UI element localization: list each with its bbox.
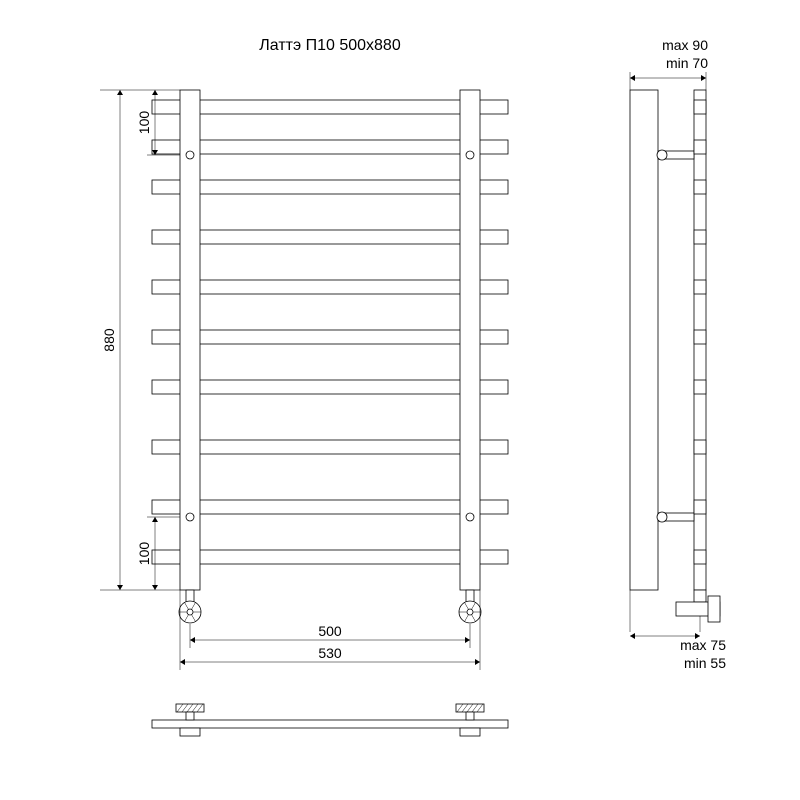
label-top-100: 100	[136, 111, 152, 135]
top-view	[152, 704, 508, 736]
page-title: Латтэ П10 500x880	[259, 37, 401, 54]
label-depth-max: max 90	[662, 37, 708, 53]
label-width-530: 530	[318, 645, 342, 661]
label-depth-min: min 70	[666, 55, 708, 71]
label-width-500: 500	[318, 623, 342, 639]
label-offset-min: min 55	[684, 655, 726, 671]
label-bottom-100: 100	[136, 542, 152, 566]
side-view	[630, 90, 720, 622]
front-view	[152, 90, 508, 623]
label-height-880: 880	[101, 328, 117, 352]
label-offset-max: max 75	[680, 637, 726, 653]
